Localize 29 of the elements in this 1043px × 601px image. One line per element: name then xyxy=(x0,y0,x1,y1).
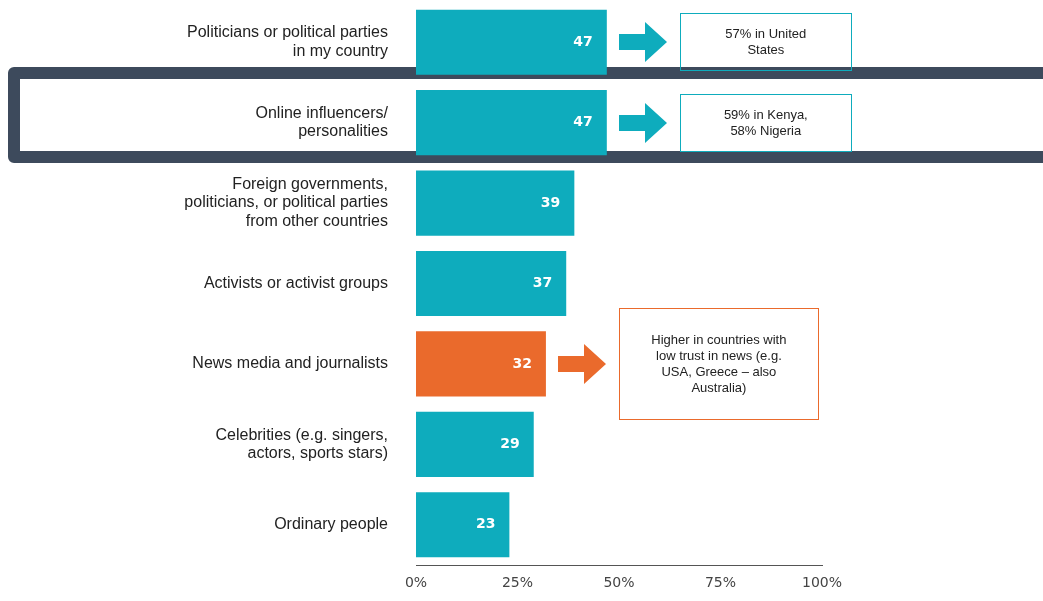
y-tick-label: News media and journalists xyxy=(192,354,388,372)
x-tick-label: 50% xyxy=(603,574,635,591)
y-tick-label: Ordinary people xyxy=(274,515,389,533)
annotation: 59% in Kenya, 58% Nigeria xyxy=(679,93,852,152)
y-tick-label: Foreign governments, politicians, or political parties from other countries xyxy=(184,175,388,229)
data-label: 47 xyxy=(573,32,593,49)
data-label: 39 xyxy=(540,193,561,210)
bar xyxy=(416,411,534,477)
bar xyxy=(416,492,510,558)
x-tick-label: 25% xyxy=(501,574,534,591)
data-label: 32 xyxy=(512,354,532,371)
y-tick-label: Politicians or political parties in my country xyxy=(187,23,388,59)
annotation: 57% in United States xyxy=(679,13,852,72)
bar xyxy=(416,9,607,75)
x-tick-label: 100% xyxy=(801,574,843,591)
bar xyxy=(416,250,567,317)
data-label: 37 xyxy=(532,274,553,291)
bar xyxy=(416,170,575,236)
y-tick-label: Celebrities (e.g. singers, actors, sports stars) xyxy=(215,425,388,461)
data-label: 47 xyxy=(573,113,593,130)
data-label: 23 xyxy=(475,515,496,532)
x-tick-label: 0% xyxy=(404,574,428,591)
data-label: 29 xyxy=(500,435,520,451)
bar xyxy=(416,331,546,397)
bar xyxy=(416,90,607,156)
annotation: Higher in countries with low trust in news (e.g. USA, Greece – also Australia) xyxy=(618,307,819,420)
x-tick-label: 75% xyxy=(704,574,737,591)
y-tick-label: Activists or activist groups xyxy=(203,273,388,291)
y-tick-label: Online influencers/ personalities xyxy=(255,103,389,140)
